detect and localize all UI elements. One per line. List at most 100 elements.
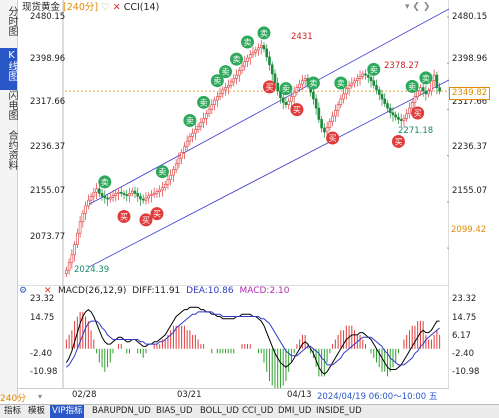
tab-cci[interactable]: CCI_UD: [242, 406, 274, 416]
buy-signal-marker: 买: [117, 210, 131, 224]
candle-body: [273, 73, 277, 84]
buy-signal-marker: 买: [139, 213, 153, 227]
candle-body: [328, 121, 332, 128]
candle-body: [320, 119, 323, 129]
candle-body: [251, 52, 255, 55]
chevron-left-icon[interactable]: ❮: [412, 2, 420, 12]
low-annotation: 2024.39: [74, 265, 110, 275]
date-label: 03/21: [177, 390, 202, 400]
candle-body: [65, 269, 68, 274]
candle-body: [141, 198, 145, 201]
tab-dmi[interactable]: DMI_UD: [278, 406, 312, 416]
candle-body: [205, 113, 208, 119]
candle-body: [172, 169, 175, 176]
sell-signal-circle: [155, 165, 169, 179]
candle-body: [246, 57, 249, 62]
tab-boll[interactable]: BOLL_UD: [200, 406, 239, 416]
candle-body: [235, 74, 238, 79]
buy-signal-label: 买: [142, 216, 150, 225]
candle-body: [106, 197, 109, 200]
period-dropdown-icon[interactable]: ▾: [38, 392, 43, 401]
macd-diff-line: [65, 306, 440, 375]
sell-signal-label: 卖: [158, 168, 166, 177]
sidebar-item-contract-info[interactable]: 合约资料: [6, 130, 17, 170]
price-tick: 2155.07: [452, 186, 488, 196]
sell-signal-marker: 卖: [257, 26, 271, 40]
buy-signal-marker: 买: [391, 134, 405, 148]
macd-close-icon[interactable]: ✕: [44, 286, 52, 296]
candle-body: [216, 96, 219, 101]
macd-title: MACD(26,12,9): [58, 286, 127, 296]
candle-body: [342, 93, 345, 100]
sell-signal-marker: 卖: [219, 65, 233, 79]
tab-indicator[interactable]: 指标: [4, 406, 22, 416]
candle-body: [380, 94, 384, 100]
candle-body: [388, 107, 392, 113]
candle-body: [207, 108, 211, 115]
sell-signal-label: 卖: [101, 178, 109, 187]
candle-body: [125, 194, 129, 196]
sell-signal-marker: 卖: [230, 52, 244, 66]
candle-body: [76, 232, 79, 245]
candle-body: [361, 73, 365, 77]
candle-body: [358, 75, 362, 79]
candle-body: [366, 74, 370, 78]
macd-tick-left: -10.98: [30, 367, 58, 377]
sell-signal-circle: [197, 95, 211, 109]
heart-outline-icon[interactable]: ♡: [101, 2, 110, 13]
candle-body: [78, 221, 82, 234]
buy-signal-label: 买: [265, 83, 273, 92]
date-label: 04/13: [287, 390, 312, 400]
price-tick: 2236.37: [452, 142, 488, 152]
tab-barupdn[interactable]: BARUPDN_UD: [92, 406, 151, 416]
macd-tick: -2.40: [452, 349, 474, 359]
candle-body: [350, 82, 354, 86]
candle-body: [408, 107, 411, 115]
macd-dea-line: [66, 311, 440, 368]
tab-bias[interactable]: BIAS_UD: [156, 406, 193, 416]
candle-body: [314, 98, 318, 109]
chevron-right-icon[interactable]: ❯: [422, 2, 431, 12]
sell-signal-label: 卖: [222, 68, 230, 77]
candle-body: [89, 195, 93, 201]
cross-close-icon[interactable]: ✕: [112, 2, 121, 13]
buy-signal-circle: [262, 80, 276, 94]
candle-body: [430, 80, 433, 92]
buy-signal-marker: 买: [150, 207, 164, 221]
channel-lower-line: [88, 79, 449, 268]
buy-signal-circle: [139, 213, 153, 227]
candle-body: [128, 193, 131, 196]
candle-body: [100, 193, 104, 197]
date-label: 02/28: [72, 390, 97, 400]
price-tick-left: 2155.07: [30, 186, 66, 196]
sell-signal-marker: 卖: [210, 74, 224, 88]
sidebar-item-kline[interactable]: K线图: [0, 48, 17, 90]
tab-template[interactable]: 模板: [28, 406, 46, 416]
candle-body: [394, 114, 398, 118]
sell-signal-marker: 卖: [98, 175, 112, 189]
candle-body: [213, 99, 216, 105]
tab-vip-indicator[interactable]: VIP指标: [50, 405, 85, 418]
candle-body: [152, 193, 156, 195]
buy-signal-label: 买: [394, 137, 402, 146]
candle-body: [295, 87, 299, 93]
candle-body: [177, 157, 181, 165]
candle-body: [194, 129, 197, 134]
period-footer[interactable]: 240分: [0, 394, 27, 404]
macd-tick-left: 14.75: [30, 313, 55, 323]
dropdown-arrow-icon[interactable]: ▾: [405, 2, 410, 12]
sidebar-item-lightning[interactable]: 闪电图: [6, 90, 17, 120]
sell-signal-label: 卖: [186, 117, 194, 126]
tab-inside[interactable]: INSIDE_UD: [316, 406, 362, 416]
macd-value: MACD:2.10: [239, 286, 290, 296]
candle-body: [240, 65, 244, 71]
indicator-label[interactable]: CCI(14): [123, 2, 160, 13]
candle-body: [237, 70, 241, 76]
sell-signal-circle: [183, 114, 197, 128]
candle-body: [136, 193, 140, 197]
period-label[interactable]: [240分]: [63, 2, 99, 13]
macd-settings-icon[interactable]: ⚙: [19, 286, 28, 296]
sidebar-item-timeshare[interactable]: 分时图: [6, 6, 17, 36]
candle-body: [399, 119, 403, 121]
buy-signal-marker: 买: [326, 131, 340, 145]
